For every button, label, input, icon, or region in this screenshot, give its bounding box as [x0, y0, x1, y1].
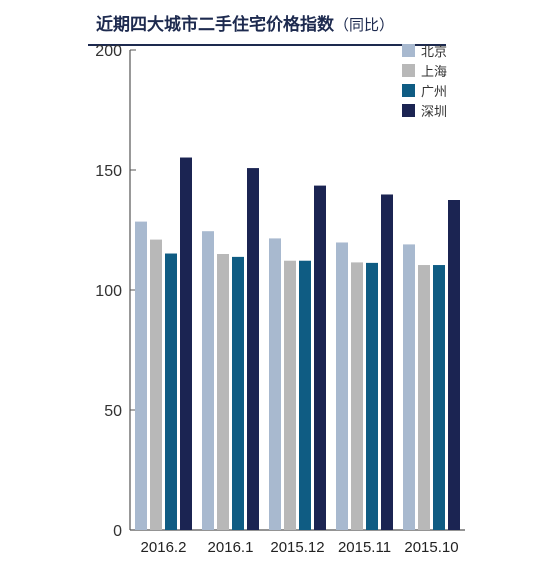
- bar: [180, 157, 192, 530]
- x-tick-label: 2015.12: [270, 539, 324, 556]
- bar: [269, 238, 281, 530]
- title-underline: [88, 44, 446, 46]
- y-tick-label: 100: [95, 283, 122, 300]
- bar: [336, 242, 348, 531]
- x-tick-label: 2015.10: [404, 539, 458, 556]
- bar: [299, 260, 311, 530]
- y-tick-label: 0: [113, 523, 122, 540]
- bar: [418, 265, 430, 530]
- bar: [381, 194, 393, 531]
- bar: [165, 253, 177, 530]
- legend-label: 深圳: [421, 105, 447, 120]
- x-tick-labels: 2016.2 2016.1 2015.12 2015.11 2015.10: [141, 539, 459, 556]
- bars: [135, 157, 460, 531]
- legend-swatch: [402, 84, 415, 97]
- chart-title-suffix: （同比）: [334, 16, 395, 34]
- y-tick-label: 200: [95, 43, 122, 60]
- x-tick-label: 2016.2: [141, 539, 187, 556]
- bar: [403, 244, 415, 530]
- bar: [366, 262, 378, 530]
- bar: [217, 254, 229, 530]
- bar: [202, 231, 214, 530]
- bar: [351, 262, 363, 530]
- bar: [314, 185, 326, 530]
- bar: [232, 256, 244, 530]
- bar: [433, 265, 445, 530]
- bar: [150, 239, 162, 530]
- x-tick-label: 2016.1: [208, 539, 254, 556]
- legend-swatch: [402, 64, 415, 77]
- bar: [135, 221, 147, 530]
- legend-swatch: [402, 44, 415, 57]
- legend-label: 北京: [421, 45, 447, 60]
- y-tick-label: 50: [104, 403, 122, 420]
- legend-label: 上海: [421, 65, 447, 80]
- bar: [448, 200, 460, 530]
- chart-title-block: 近期四大城市二手住宅价格指数（同比）: [88, 4, 448, 44]
- bar: [284, 260, 296, 530]
- legend-label: 广州: [421, 85, 447, 100]
- chart-title: 近期四大城市二手住宅价格指数（同比）: [96, 15, 395, 35]
- x-tick-label: 2015.11: [338, 539, 391, 556]
- legend-swatch: [402, 104, 415, 117]
- y-tick-label: 150: [95, 163, 122, 180]
- bar: [247, 168, 259, 530]
